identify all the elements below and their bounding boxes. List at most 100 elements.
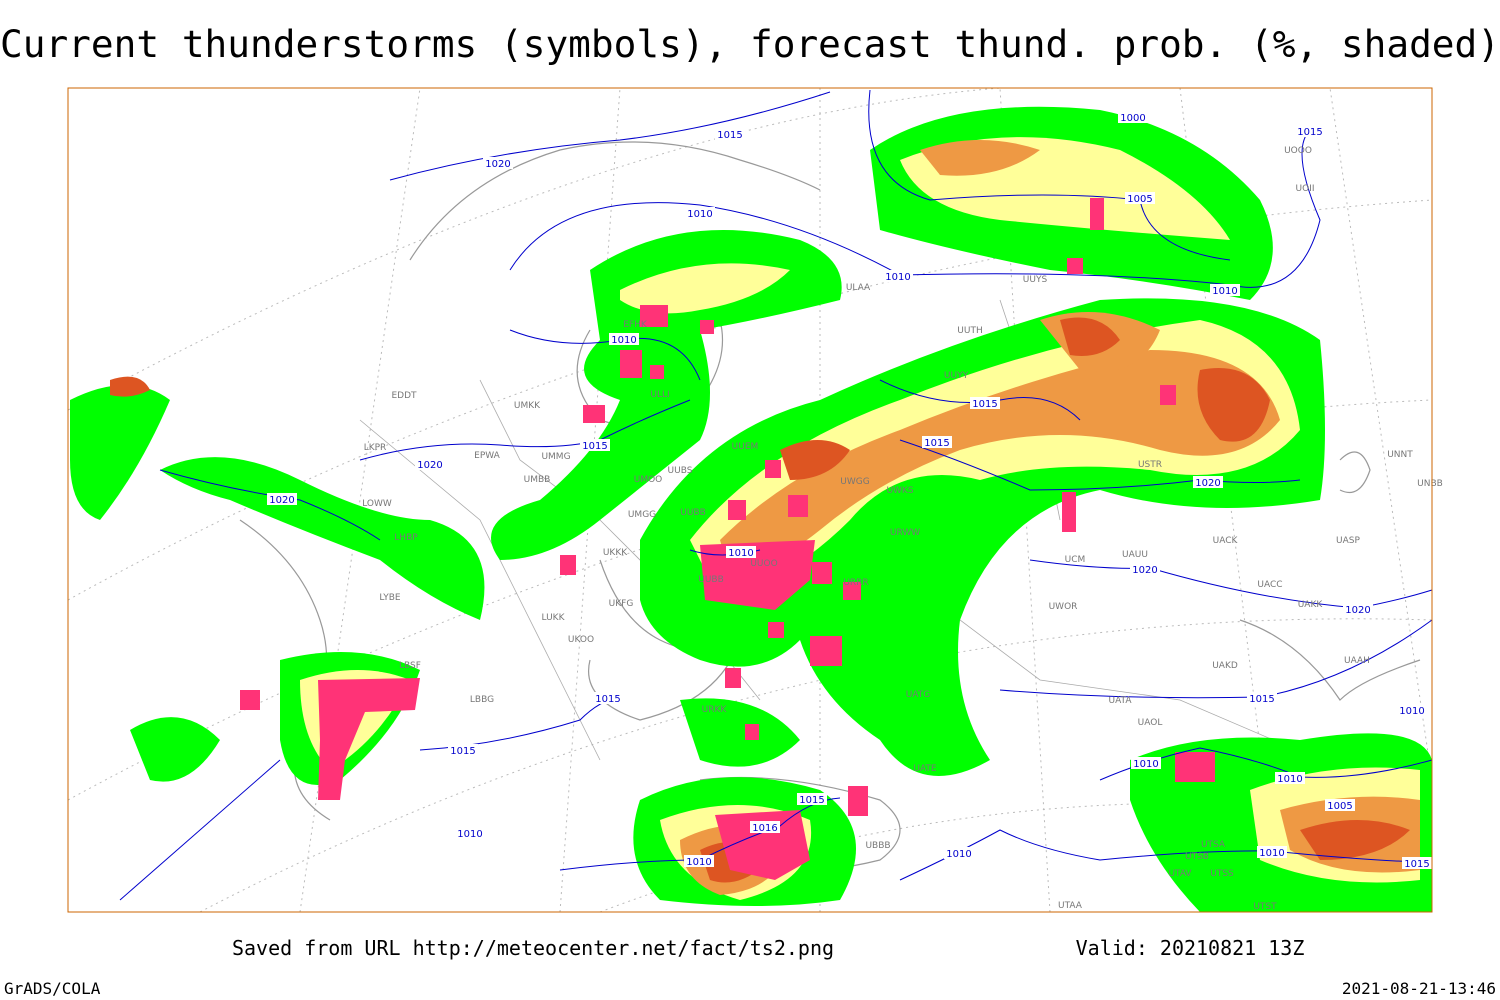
station-label: LBSF <box>399 661 421 671</box>
station-label: UTSB <box>1185 852 1209 862</box>
station-label: UTSA <box>1201 840 1226 850</box>
isobar-label: 1020 <box>1132 565 1157 576</box>
station-label: UTST <box>1253 902 1277 912</box>
isobar-label-bg <box>715 128 745 140</box>
station-label: ULAA <box>846 283 871 293</box>
isobar-label: 1015 <box>1404 859 1429 870</box>
station-label: UUYY <box>944 371 969 381</box>
station-label: UUOO <box>750 559 777 569</box>
station-labels: ULAA UUYS UMKK EDDT UMMG UMBB EPWA LKPR LOWW LHBP… <box>362 146 1443 912</box>
station-label: LYBE <box>379 593 400 603</box>
station-label: UACK <box>1213 536 1239 546</box>
isobar-label-bg <box>580 439 610 451</box>
station-label: UTAA <box>1058 901 1083 911</box>
isobar-label: 1020 <box>269 495 294 506</box>
station-label: UATG <box>906 690 931 700</box>
station-label: UKFG <box>609 599 634 609</box>
isobar-label-bg <box>1247 692 1277 704</box>
station-label: UUTH <box>957 326 982 336</box>
station-label: UMKK <box>514 401 541 411</box>
isobars <box>119 89 1433 901</box>
station-label: UUEM <box>732 442 759 452</box>
isobar-label: 1020 <box>485 159 510 170</box>
isobar-label-bg <box>1325 799 1355 811</box>
isobar-label-bg <box>1130 563 1160 575</box>
station-label: UAAH <box>1344 656 1370 666</box>
isobar-label-bg <box>750 821 780 833</box>
isobar-label: 1000 <box>1120 113 1145 124</box>
isobar-label-bg <box>1125 192 1155 204</box>
isobar-label-bg <box>922 436 952 448</box>
isobar-label: 1010 <box>1399 706 1424 717</box>
isobar-label: 1015 <box>924 438 949 449</box>
station-label: USTR <box>1138 460 1162 470</box>
isobar-labels: 1020 1015 1010 1010 1000 1015 1005 1010 1010 1015… <box>267 111 1432 870</box>
isobar-label: 1010 <box>1212 286 1237 297</box>
isobar-label-bg <box>415 458 445 470</box>
station-label: UNNT <box>1387 450 1413 460</box>
station-label: UTAV <box>1168 869 1192 879</box>
station-label: UWGG <box>840 477 869 487</box>
station-label: UUBB <box>698 575 724 585</box>
isobar-label-bg <box>267 493 297 505</box>
isobar-label-bg <box>1210 284 1240 296</box>
station-label: LUKK <box>542 613 566 623</box>
station-label: UAKK <box>1298 600 1324 610</box>
valid-time: Valid: 20210821 13Z <box>1076 936 1305 960</box>
isobar-label: 1015 <box>972 399 997 410</box>
isobar-label: 1020 <box>1345 605 1370 616</box>
station-label: UAKD <box>1212 661 1238 671</box>
station-label: ULLI <box>650 390 669 400</box>
isobar-label-bg <box>593 692 623 704</box>
station-label: UWOR <box>1049 602 1078 612</box>
station-label: EDDT <box>391 391 417 401</box>
station-label: LBBG <box>470 695 494 705</box>
isobar-label-bg <box>455 827 485 839</box>
station-label: URWW <box>890 528 920 538</box>
station-label: UAUU <box>1122 550 1148 560</box>
isobar-label-bg <box>970 397 1000 409</box>
isobar-label-bg <box>448 744 478 756</box>
isobar-label-bg <box>609 333 639 345</box>
station-label: UUYS <box>1023 275 1048 285</box>
station-label: EFHK <box>623 320 648 330</box>
isobar-label-bg <box>944 847 974 859</box>
isobar-label: 1010 <box>1259 848 1284 859</box>
isobar-label: 1010 <box>885 272 910 283</box>
isobar-label-bg <box>685 207 715 219</box>
station-label: UMOO <box>634 475 663 485</box>
isobar-label: 1020 <box>1195 478 1220 489</box>
isobar-label-bg <box>1275 772 1305 784</box>
isobar-label: 1015 <box>582 441 607 452</box>
isobar-label: 1005 <box>1127 194 1152 205</box>
timestamp: 2021-08-21-13:46 <box>1342 979 1496 998</box>
station-label: UCM <box>1065 555 1086 565</box>
software: GrADS/COLA <box>4 979 101 998</box>
isobar-label-bg <box>726 546 756 558</box>
station-label: LOWW <box>362 499 392 509</box>
isobar-label-bg <box>1131 757 1161 769</box>
isobar-label: 1015 <box>1249 694 1274 705</box>
map-area: 1020 1015 1010 1010 1000 1015 1005 1010 1010 1015… <box>67 87 1443 913</box>
isobar-label-bg <box>1397 704 1427 716</box>
isobar-label: 1015 <box>595 694 620 705</box>
station-label: UACC <box>1257 580 1282 590</box>
isobar-label: 1010 <box>687 209 712 220</box>
station-label: UOII <box>1296 184 1315 194</box>
isobar-label: 1015 <box>450 746 475 757</box>
isobar-label: 1015 <box>1297 127 1322 138</box>
station-label: UMGG <box>628 510 656 520</box>
isobar-label-bg <box>797 793 827 805</box>
isobar-label: 1010 <box>946 849 971 860</box>
station-label: UWKS <box>886 486 913 496</box>
station-label: UUBS <box>668 466 693 476</box>
station-label: UOOO <box>1284 146 1312 156</box>
station-label: UBBB <box>865 841 890 851</box>
isobar-label: 1010 <box>457 829 482 840</box>
isobar-label: 1005 <box>1327 801 1352 812</box>
station-label: UTSS <box>1210 869 1234 879</box>
station-label: UAOL <box>1138 718 1163 728</box>
isobar-label: 1010 <box>1133 759 1158 770</box>
station-label: UATE <box>913 764 937 774</box>
